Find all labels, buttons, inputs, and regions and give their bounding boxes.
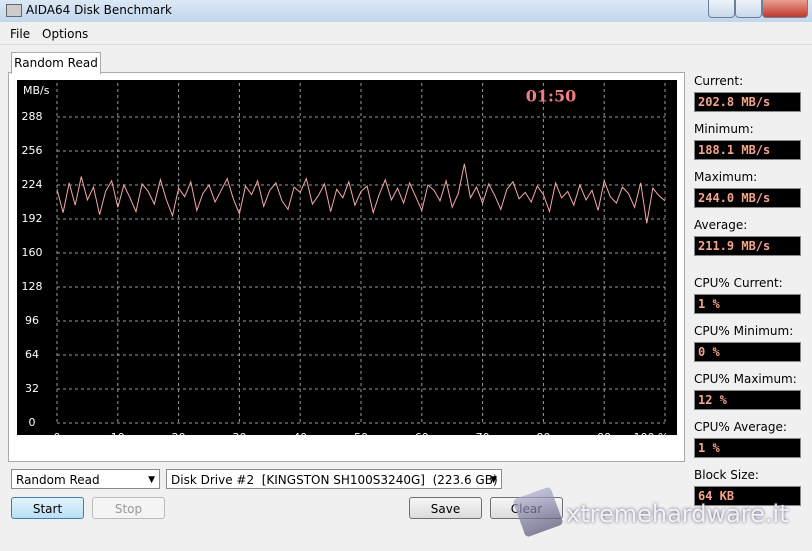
x-tick-label: 80	[536, 431, 550, 444]
menu-bar: File Options	[0, 24, 812, 45]
menu-item[interactable]: File	[10, 27, 31, 41]
y-tick-label: 128	[22, 280, 43, 293]
x-tick-label: 50	[354, 431, 368, 444]
y-tick-label: 192	[22, 212, 43, 225]
y-tick-label: 0	[29, 416, 36, 429]
stat-label: CPU% Average:	[694, 420, 787, 434]
timer: 01:50	[526, 87, 576, 106]
stat-label: CPU% Current:	[694, 276, 783, 290]
y-tick-label: 224	[22, 178, 43, 191]
minimize-button[interactable]	[708, 0, 735, 18]
stat-value: 202.8 MB/s	[694, 92, 801, 112]
stat-label: Current:	[694, 74, 744, 88]
stat-label: Block Size:	[694, 468, 759, 482]
stat-value: 244.0 MB/s	[694, 188, 801, 208]
stop-button: Stop	[92, 497, 165, 519]
x-tick-label: 40	[293, 431, 307, 444]
y-tick-label: 32	[25, 382, 39, 395]
stat-label: CPU% Maximum:	[694, 372, 797, 386]
x-tick-label: 20	[172, 431, 186, 444]
close-button[interactable]	[762, 0, 808, 18]
save-button[interactable]: Save	[409, 497, 482, 519]
x-tick-label: 90	[597, 431, 611, 444]
start-button[interactable]: Start	[11, 497, 84, 519]
y-tick-label: 160	[22, 246, 43, 259]
drive-select[interactable]: Disk Drive #2 [KINGSTON SH100S3240G] (22…	[166, 469, 502, 489]
x-tick-label: 60	[415, 431, 429, 444]
x-tick-label: 70	[476, 431, 490, 444]
y-tick-label: 64	[25, 348, 39, 361]
window-title: AIDA64 Disk Benchmark	[26, 3, 173, 17]
x-tick-label: 100 %	[634, 431, 669, 444]
y-tick-label: 96	[25, 314, 39, 327]
tab[interactable]: Random Read	[11, 52, 101, 74]
stat-value: 188.1 MB/s	[694, 140, 801, 160]
chart-background	[17, 80, 677, 435]
watermark: xtremehardware.it	[566, 500, 789, 528]
stat-label: Average:	[694, 218, 748, 232]
drive-text: Disk Drive #2 [KINGSTON SH100S3240G] (22…	[171, 473, 498, 487]
stat-label: Minimum:	[694, 122, 754, 136]
y-axis-label: MB/s	[23, 84, 50, 97]
x-tick-label: 0	[54, 431, 61, 444]
stat-value: 64 KB	[694, 486, 801, 506]
menu-item[interactable]: Options	[42, 27, 89, 41]
y-tick-label: 256	[22, 144, 43, 157]
stat-value: 1 %	[694, 438, 801, 458]
watermark-logo	[512, 486, 564, 538]
stat-value: 211.9 MB/s	[694, 236, 801, 256]
y-tick-label: 288	[22, 110, 43, 123]
mode-select[interactable]: Random Read ▼	[11, 469, 160, 489]
x-tick-label: 30	[232, 431, 246, 444]
app-icon	[6, 4, 22, 17]
stat-value: 0 %	[694, 342, 801, 362]
chart: MB/s 01:50 0 32 64 96 128 160 192 224 256 288 0 10 2…	[17, 80, 677, 444]
stat-value: 12 %	[694, 390, 801, 410]
data-line	[56, 163, 666, 224]
mode-text: Random Read	[16, 473, 100, 487]
stat-label: Maximum:	[694, 170, 758, 184]
title-bar: AIDA64 Disk Benchmark	[0, 0, 812, 22]
x-tick-label: 10	[111, 431, 125, 444]
stat-value: 1 %	[694, 294, 801, 314]
stat-label: CPU% Minimum:	[694, 324, 794, 338]
maximize-button[interactable]	[735, 0, 762, 18]
